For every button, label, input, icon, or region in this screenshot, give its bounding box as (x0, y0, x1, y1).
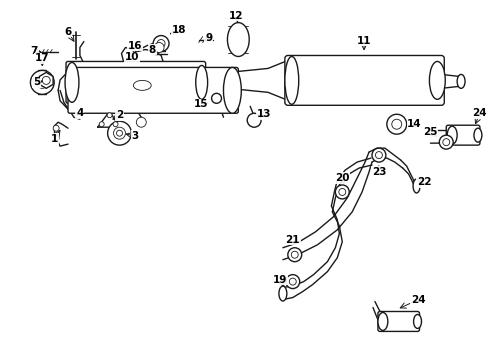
Circle shape (287, 248, 301, 262)
Circle shape (438, 135, 452, 149)
Circle shape (116, 130, 122, 136)
Text: 1: 1 (50, 134, 58, 144)
Circle shape (107, 121, 131, 145)
Circle shape (136, 117, 146, 127)
Text: 7: 7 (31, 45, 38, 55)
Ellipse shape (447, 126, 456, 144)
Text: 14: 14 (407, 119, 421, 129)
Text: 23: 23 (371, 167, 386, 177)
Circle shape (338, 189, 345, 195)
Ellipse shape (278, 286, 286, 301)
Circle shape (154, 42, 164, 53)
Text: 17: 17 (35, 54, 49, 63)
Circle shape (371, 148, 385, 162)
Ellipse shape (285, 57, 298, 104)
Text: 16: 16 (128, 41, 142, 50)
Text: 4: 4 (76, 108, 83, 118)
Text: 15: 15 (193, 99, 207, 109)
Circle shape (442, 139, 449, 146)
Circle shape (153, 36, 169, 51)
FancyBboxPatch shape (68, 67, 238, 113)
Circle shape (289, 278, 296, 285)
Circle shape (53, 135, 59, 141)
Text: 20: 20 (334, 173, 349, 183)
Circle shape (36, 76, 48, 88)
Text: 21: 21 (285, 235, 300, 245)
Ellipse shape (65, 62, 79, 102)
Circle shape (99, 122, 104, 127)
Text: 12: 12 (228, 11, 243, 21)
Circle shape (211, 93, 221, 103)
Text: 18: 18 (171, 24, 186, 35)
Circle shape (386, 114, 406, 134)
Ellipse shape (428, 62, 445, 99)
Ellipse shape (133, 80, 151, 90)
Text: 9: 9 (204, 32, 212, 42)
Text: 6: 6 (64, 27, 72, 37)
Ellipse shape (195, 66, 207, 99)
Circle shape (42, 76, 50, 84)
FancyBboxPatch shape (66, 62, 205, 103)
Text: 10: 10 (125, 53, 140, 63)
Ellipse shape (223, 67, 241, 113)
Circle shape (53, 125, 59, 131)
FancyBboxPatch shape (377, 311, 419, 332)
Text: 2: 2 (116, 110, 123, 120)
Circle shape (113, 127, 125, 139)
Text: 3: 3 (131, 131, 139, 141)
Ellipse shape (227, 23, 249, 57)
Text: 25: 25 (422, 127, 437, 137)
Ellipse shape (473, 128, 481, 142)
Text: 5: 5 (33, 77, 40, 87)
Circle shape (157, 40, 165, 48)
Text: 24: 24 (471, 108, 486, 118)
FancyBboxPatch shape (285, 55, 444, 105)
FancyBboxPatch shape (446, 125, 479, 145)
Circle shape (391, 119, 401, 129)
Circle shape (375, 152, 382, 159)
Circle shape (335, 185, 348, 199)
Text: 11: 11 (356, 36, 370, 46)
Text: 13: 13 (256, 109, 271, 119)
Ellipse shape (412, 179, 419, 193)
Circle shape (291, 251, 298, 258)
Circle shape (247, 113, 261, 127)
Text: 24: 24 (410, 294, 425, 305)
Text: 19: 19 (272, 275, 286, 285)
Ellipse shape (413, 315, 421, 328)
Circle shape (113, 122, 118, 127)
Circle shape (30, 71, 54, 94)
Text: 8: 8 (148, 45, 156, 54)
Text: 22: 22 (416, 177, 431, 187)
Circle shape (285, 275, 299, 289)
Ellipse shape (456, 75, 464, 88)
Circle shape (107, 113, 112, 118)
Ellipse shape (377, 312, 387, 330)
